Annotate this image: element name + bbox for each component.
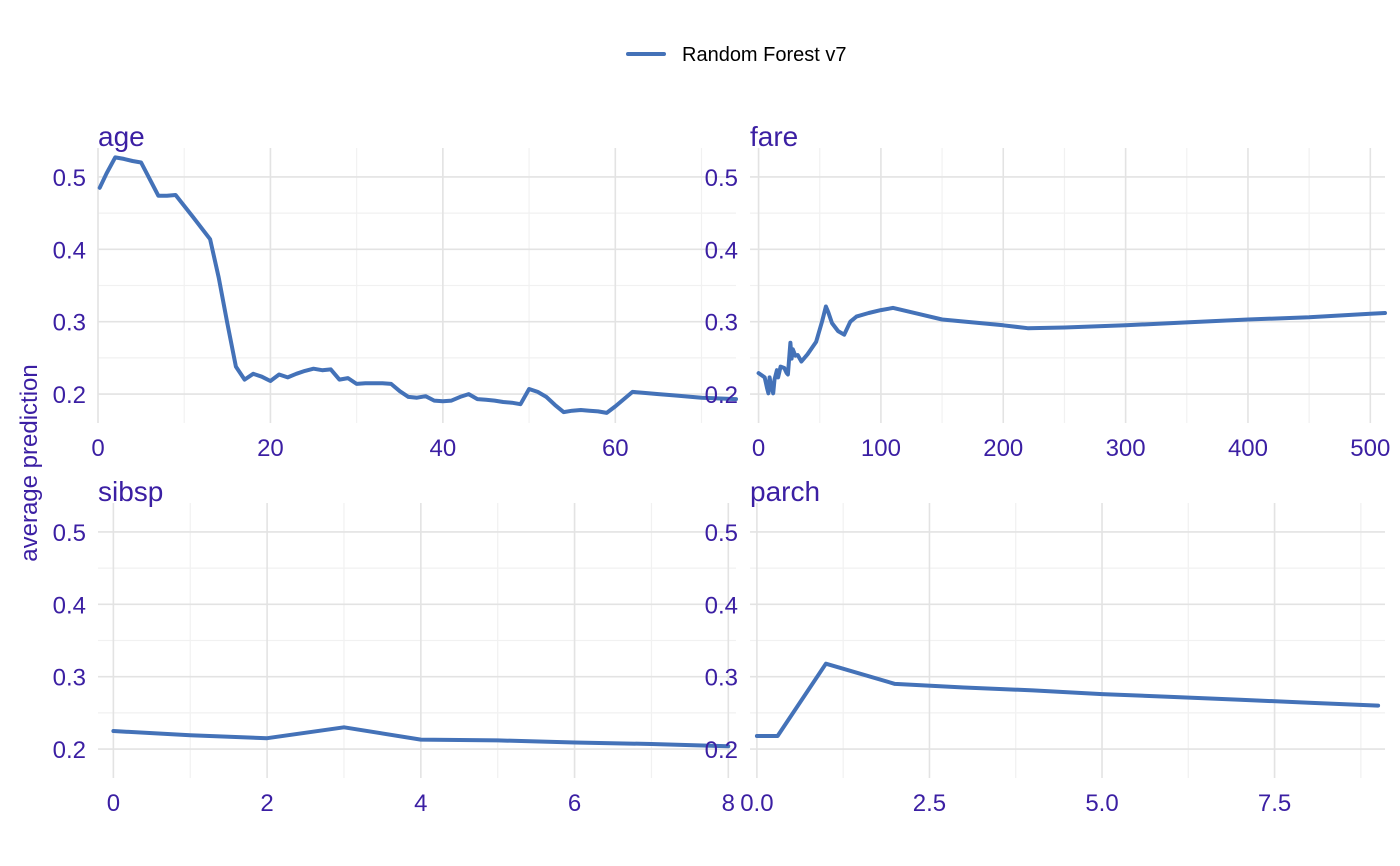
- legend: Random Forest v7: [626, 44, 847, 66]
- x-tick-label: 500: [1350, 435, 1390, 462]
- y-tick-label: 0.2: [53, 737, 86, 764]
- y-tick-label: 0.2: [705, 382, 738, 409]
- series-line-parch: [754, 661, 1381, 738]
- y-tick-label: 0.3: [53, 665, 86, 692]
- y-tick-label: 0.3: [705, 310, 738, 337]
- y-tick-label: 0.4: [705, 592, 738, 619]
- y-tick-label: 0.2: [705, 737, 738, 764]
- y-axis-title: average prediction: [16, 364, 43, 561]
- x-tick-label: 20: [257, 435, 284, 462]
- panel-fare: 0 100 200 300 400 500 0.2 0.3 0.4 0.5 fare: [705, 121, 1391, 462]
- x-tick-label: 0: [91, 435, 104, 462]
- x-tick-label: 60: [602, 435, 629, 462]
- x-tick-label: 4: [414, 790, 427, 817]
- y-tick-label: 0.5: [53, 165, 86, 192]
- series-line-age: [97, 155, 738, 415]
- y-tick-label: 0.4: [53, 237, 86, 264]
- series-line-fare: [756, 304, 1387, 396]
- x-tick-label: 40: [430, 435, 457, 462]
- series-line-sibsp: [111, 725, 731, 749]
- panel-sibsp: 0 2 4 6 8 0.2 0.3 0.4 0.5 sibsp: [53, 476, 736, 817]
- y-tick-label: 0.5: [705, 165, 738, 192]
- x-tick-label: 5.0: [1085, 790, 1118, 817]
- y-tick-label: 0.3: [53, 310, 86, 337]
- legend-label: Random Forest v7: [682, 44, 847, 66]
- x-tick-label: 0: [752, 435, 765, 462]
- x-tick-label: 0.0: [740, 790, 773, 817]
- panel-title: age: [98, 121, 145, 152]
- x-tick-label: 400: [1228, 435, 1268, 462]
- panel-title: fare: [750, 121, 798, 152]
- x-tick-label: 200: [983, 435, 1023, 462]
- x-tick-label: 300: [1106, 435, 1146, 462]
- y-tick-label: 0.4: [705, 237, 738, 264]
- x-tick-label: 2: [260, 790, 273, 817]
- x-tick-label: 0: [107, 790, 120, 817]
- x-tick-label: 7.5: [1258, 790, 1291, 817]
- y-tick-label: 0.3: [705, 665, 738, 692]
- x-tick-label: 2.5: [913, 790, 946, 817]
- panel-age: 0 20 40 60 0.2 0.3 0.4 0.5 age: [53, 121, 738, 462]
- y-tick-label: 0.5: [53, 520, 86, 547]
- x-tick-label: 100: [861, 435, 901, 462]
- y-tick-label: 0.4: [53, 592, 86, 619]
- x-tick-label: 8: [722, 790, 735, 817]
- panel-title: parch: [750, 476, 820, 507]
- y-tick-label: 0.2: [53, 382, 86, 409]
- panel-parch: 0.0 2.5 5.0 7.5 0.2 0.3 0.4 0.5 parch: [705, 476, 1385, 817]
- panel-title: sibsp: [98, 476, 163, 507]
- x-tick-label: 6: [568, 790, 581, 817]
- y-tick-label: 0.5: [705, 520, 738, 547]
